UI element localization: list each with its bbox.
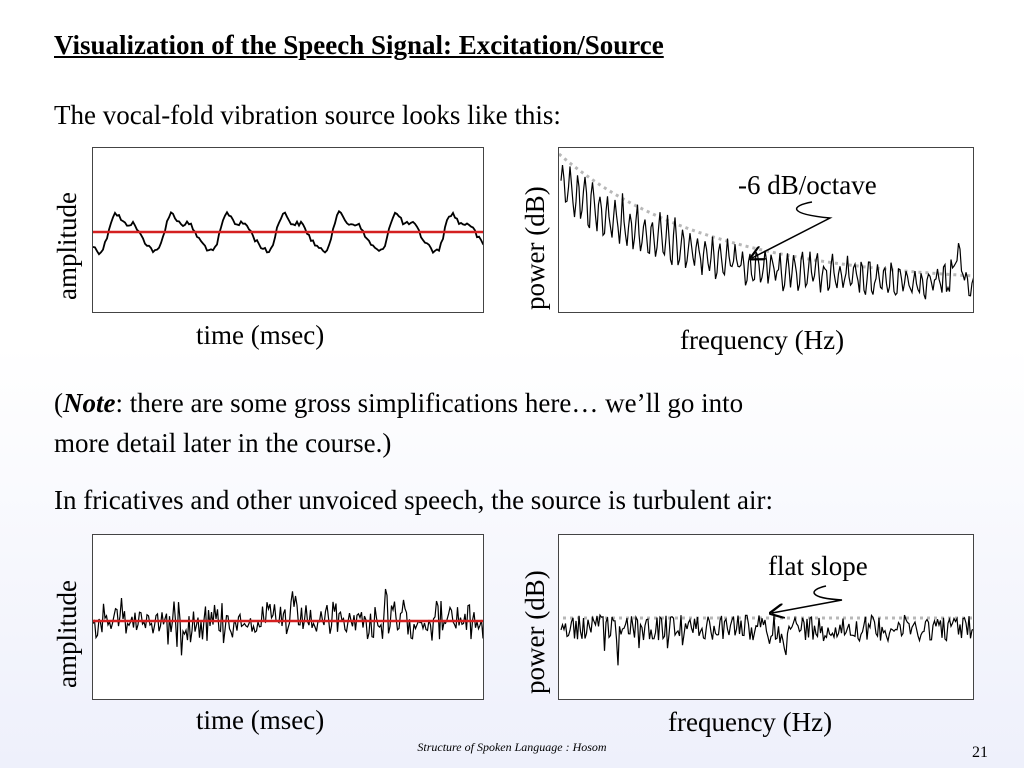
note-open: ( bbox=[54, 388, 63, 418]
unvoiced-spectrum-svg bbox=[560, 613, 973, 666]
note-line-2: more detail later in the course.) bbox=[54, 428, 392, 458]
note-text-1: : there are some gross simplifications h… bbox=[115, 388, 744, 418]
unvoiced-spectrum-chart bbox=[558, 534, 974, 700]
unvoiced-spectrum-ylabel: power (dB) bbox=[520, 570, 550, 694]
unvoiced-waveform-xlabel: time (msec) bbox=[196, 705, 325, 735]
voiced-waveform-svg bbox=[93, 209, 483, 256]
unvoiced-spectrum-xlabel: frequency (Hz) bbox=[668, 707, 833, 737]
voiced-waveform-chart bbox=[92, 147, 484, 313]
voiced-spectrum-annotation: -6 dB/octave bbox=[738, 170, 877, 200]
slide-title: Visualization of the Speech Signal: Exci… bbox=[54, 30, 664, 60]
footer-text: Structure of Spoken Language : Hosom bbox=[417, 740, 607, 754]
unvoiced-spectrum-line bbox=[560, 613, 973, 666]
voiced-waveform-ylabel: amplitude bbox=[52, 192, 82, 300]
voiced-spectrum-ylabel: power (dB) bbox=[520, 186, 550, 310]
note-line-1: (Note: there are some gross simplificati… bbox=[54, 384, 743, 422]
note-label: Note bbox=[63, 388, 116, 418]
voiced-spectrum-line bbox=[560, 165, 973, 300]
unvoiced-waveform-svg bbox=[93, 588, 483, 656]
unvoiced-spectrum-annotation: flat slope bbox=[768, 551, 868, 581]
voiced-spectrum-xlabel: frequency (Hz) bbox=[680, 325, 845, 355]
voiced-waveform-xlabel: time (msec) bbox=[196, 320, 325, 350]
intro-unvoiced-text: In fricatives and other unvoiced speech,… bbox=[54, 485, 773, 515]
unvoiced-waveform-chart bbox=[92, 534, 484, 700]
intro-voiced-text: The vocal-fold vibration source looks li… bbox=[54, 100, 561, 130]
unvoiced-waveform-ylabel: amplitude bbox=[52, 580, 82, 688]
page-number: 21 bbox=[972, 744, 988, 761]
